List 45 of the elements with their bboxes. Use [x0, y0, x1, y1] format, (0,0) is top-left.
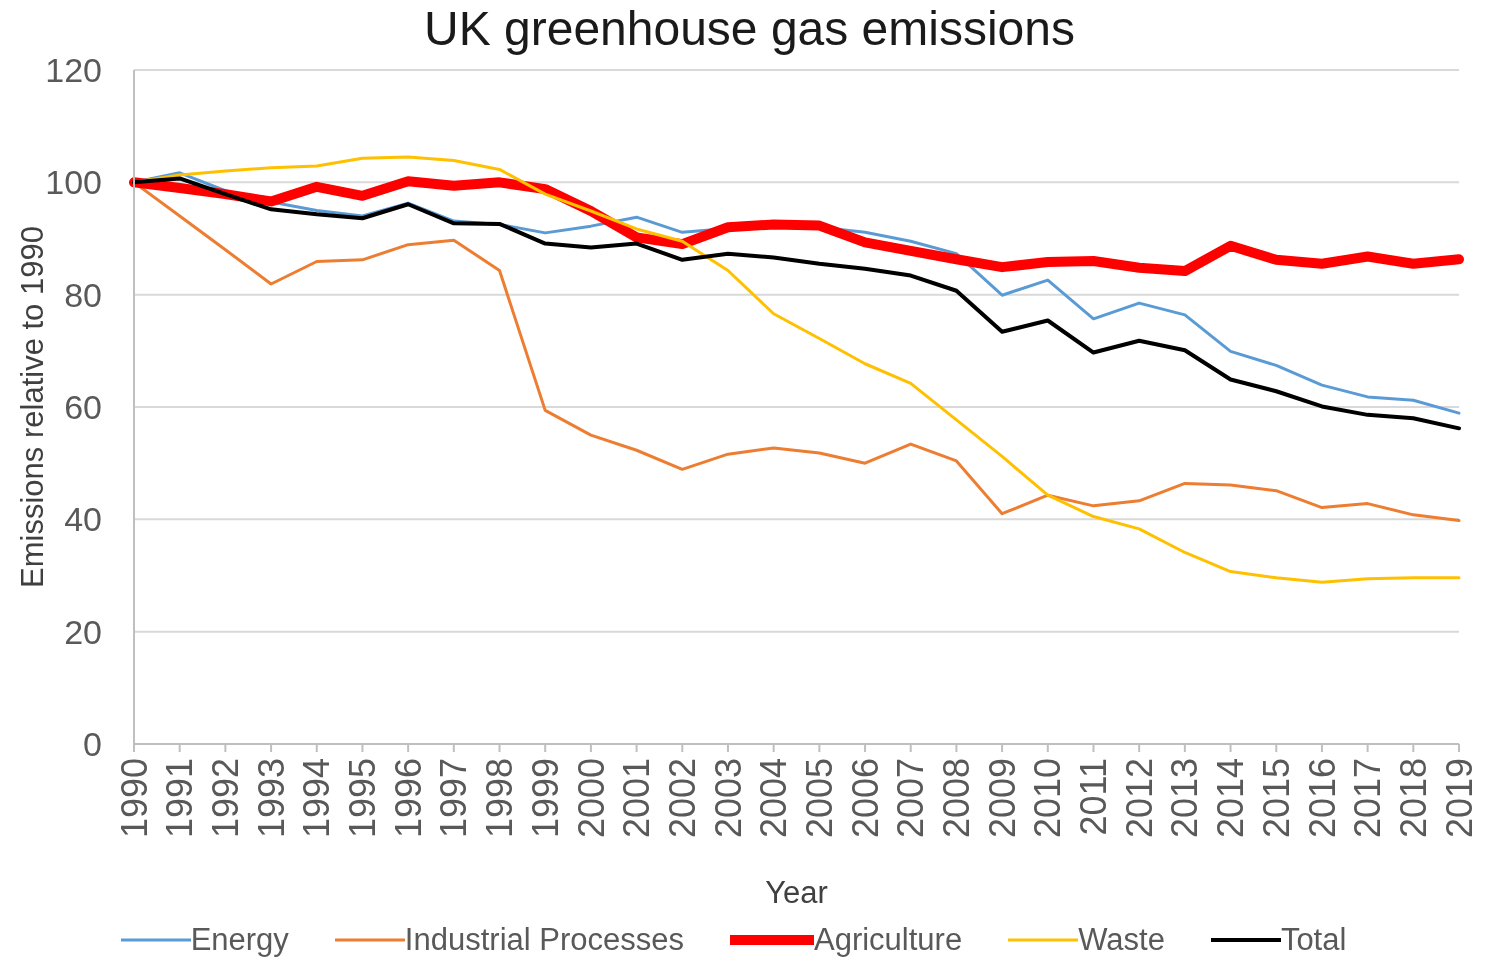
- x-tick-label: 2011: [1073, 758, 1115, 836]
- legend-label: Energy: [190, 922, 289, 958]
- x-tick-label: 2016: [1301, 758, 1343, 839]
- x-tick-label: 2008: [936, 758, 978, 839]
- x-tick-label: 1996: [387, 758, 429, 839]
- x-tick-label: 1993: [250, 758, 292, 839]
- y-tick-label: 40: [64, 500, 102, 539]
- x-axis-title: Year: [765, 874, 828, 910]
- x-tick-label: 2003: [707, 758, 749, 839]
- y-tick-label: 0: [83, 725, 102, 764]
- x-tick-label: 1992: [204, 758, 246, 839]
- chart-title: UK greenhouse gas emissions: [423, 2, 1076, 55]
- x-tick-label: 1990: [113, 758, 155, 839]
- y-tick-label: 60: [64, 388, 102, 427]
- x-tick-label: 2006: [844, 758, 886, 839]
- y-tick-label: 100: [45, 163, 102, 202]
- x-tick-label: 2015: [1255, 758, 1297, 839]
- legend-label: Total: [1280, 922, 1347, 958]
- y-tick-label: 80: [64, 275, 102, 314]
- legend-label: Agriculture: [813, 922, 963, 958]
- x-tick-label: 1999: [524, 758, 566, 839]
- x-tick-label: 2014: [1210, 758, 1252, 839]
- x-tick-label: 1997: [433, 758, 475, 839]
- legend-label: Waste: [1078, 922, 1165, 958]
- x-tick-label: 2002: [661, 758, 703, 839]
- x-tick-label: 1991: [159, 758, 201, 839]
- x-tick-label: 2017: [1347, 758, 1389, 839]
- x-tick-label: 1998: [479, 758, 521, 839]
- x-tick-label: 2004: [753, 758, 795, 839]
- x-tick-label: 2010: [1027, 758, 1069, 839]
- x-tick-label: 2005: [798, 758, 840, 839]
- x-tick-label: 1994: [296, 758, 338, 839]
- x-tick-label: 2019: [1438, 758, 1480, 839]
- y-axis-title: Emissions relative to 1990: [14, 226, 50, 588]
- y-tick-label: 120: [45, 51, 102, 90]
- x-tick-label: 2012: [1118, 758, 1160, 839]
- x-tick-label: 2000: [570, 758, 612, 839]
- x-tick-label: 2013: [1164, 758, 1206, 839]
- x-tick-label: 2001: [616, 758, 658, 839]
- x-tick-label: 2018: [1392, 758, 1434, 839]
- x-tick-label: 2007: [890, 758, 932, 839]
- y-tick-label: 20: [64, 612, 102, 651]
- legend-label: Industrial Processes: [404, 922, 684, 958]
- x-tick-label: 2009: [981, 758, 1023, 839]
- x-tick-label: 1995: [342, 758, 384, 839]
